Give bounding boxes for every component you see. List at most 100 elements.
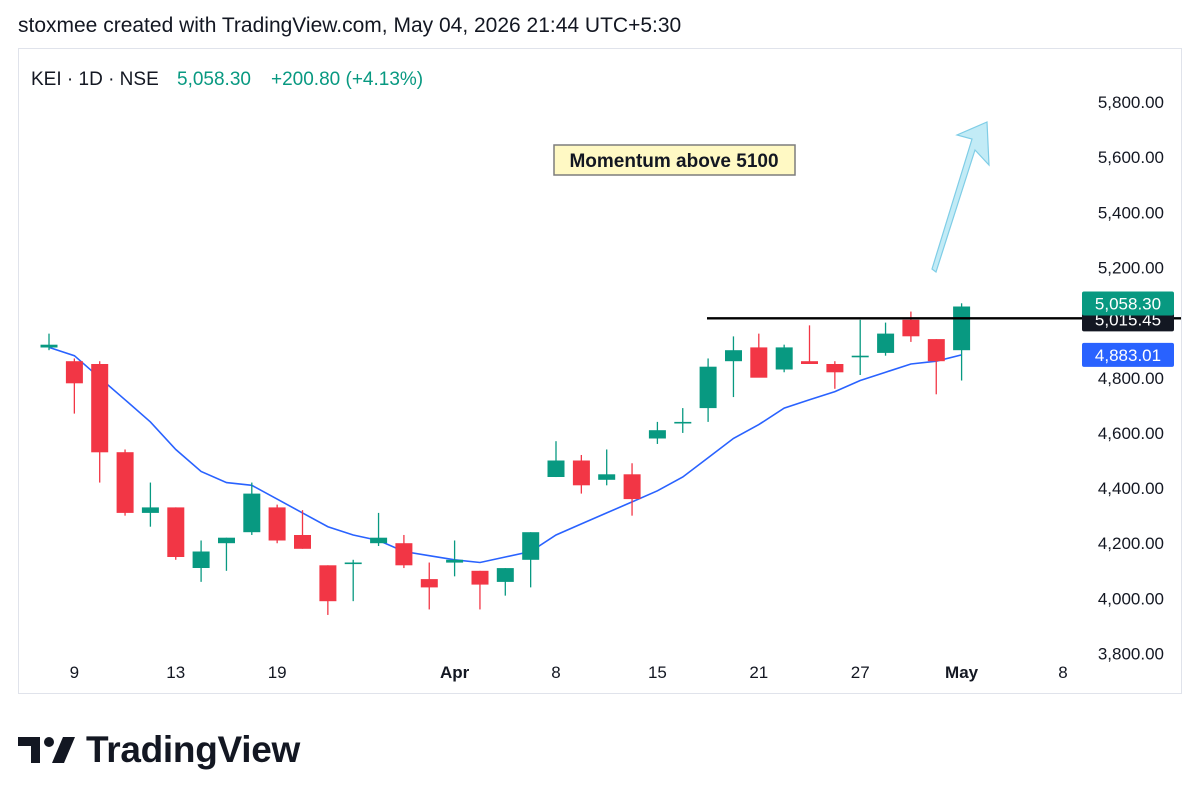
breakout-arrow — [931, 121, 990, 273]
candle-body — [446, 559, 464, 563]
last-price-tag: 5,058.30 — [1082, 291, 1174, 316]
candle[interactable] — [699, 358, 717, 422]
candle[interactable] — [598, 449, 616, 486]
candle-body — [598, 474, 616, 480]
candle[interactable] — [572, 454, 590, 494]
candle[interactable] — [116, 449, 134, 516]
candle-body — [826, 364, 844, 373]
candle[interactable] — [826, 361, 844, 389]
candle[interactable] — [420, 562, 438, 610]
y-tick-label: 4,800.00 — [1098, 369, 1164, 388]
last-price-tag-bg — [1082, 291, 1174, 316]
candle-body — [953, 306, 971, 351]
candle[interactable] — [471, 570, 489, 610]
time-axis[interactable]: 9 13 19 Apr 8 15 21 27 May 8 — [70, 663, 1068, 682]
candle[interactable] — [40, 333, 58, 351]
candle[interactable] — [496, 568, 514, 596]
candle[interactable] — [648, 421, 666, 444]
tradingview-logo-icon — [18, 737, 75, 763]
y-tick-label: 5,800.00 — [1098, 93, 1164, 112]
y-tick-label: 3,800.00 — [1098, 645, 1164, 664]
candle-body — [877, 333, 895, 353]
candle[interactable] — [623, 463, 641, 516]
candle[interactable] — [395, 534, 413, 569]
candle[interactable] — [167, 507, 185, 560]
candle[interactable] — [218, 537, 235, 571]
candle[interactable] — [750, 333, 768, 378]
x-tick-label: 21 — [749, 663, 768, 682]
x-tick-label: 19 — [268, 663, 287, 682]
candle-body — [167, 507, 185, 557]
candle[interactable] — [319, 565, 337, 615]
tradingview-logo[interactable]: TradingView — [18, 728, 300, 772]
last-price: 5,058.30 — [177, 69, 251, 90]
candle[interactable] — [725, 336, 742, 398]
candle-body — [471, 570, 489, 585]
candle[interactable] — [547, 441, 565, 478]
y-tick-label: 4,400.00 — [1098, 479, 1164, 498]
ma-price-tag-text: 4,883.01 — [1095, 346, 1161, 365]
candle[interactable] — [851, 319, 869, 376]
candle[interactable] — [91, 361, 109, 483]
candle[interactable] — [268, 504, 286, 544]
candle-body — [294, 535, 311, 549]
candle[interactable] — [953, 303, 971, 381]
symbol-label: KEI · 1D · NSE — [31, 69, 159, 90]
price-axis[interactable]: 5,800.00 5,600.00 5,400.00 5,200.00 4,800.00… — [1098, 93, 1164, 664]
candle-body — [674, 421, 692, 424]
tradingview-wordmark: TradingView — [86, 729, 300, 770]
candle-body — [522, 532, 540, 560]
candle[interactable] — [65, 358, 83, 414]
candle[interactable] — [192, 540, 210, 582]
candle-body — [319, 565, 337, 602]
x-tick-label: 9 — [70, 663, 79, 682]
candle-body — [699, 366, 717, 409]
candle-body — [750, 347, 768, 378]
candle[interactable] — [141, 482, 159, 527]
candle[interactable] — [877, 322, 895, 356]
candle-body — [65, 361, 83, 384]
candle[interactable] — [446, 540, 464, 577]
price-chart[interactable]: Momentum above 5100 KEI · 1D · NSE 5,058… — [19, 49, 1181, 693]
x-tick-label: Apr — [440, 663, 470, 682]
candle-body — [370, 537, 388, 544]
price-change: +200.80 (+4.13%) — [271, 69, 423, 90]
x-tick-label: 15 — [648, 663, 667, 682]
candle-body — [725, 350, 742, 362]
candle-body — [116, 452, 134, 513]
candle-body — [572, 460, 590, 486]
candle-body — [801, 361, 818, 364]
candle-body — [547, 460, 565, 477]
y-tick-label: 4,600.00 — [1098, 424, 1164, 443]
x-tick-label: 13 — [166, 663, 185, 682]
symbol-legend: KEI · 1D · NSE 5,058.30 +200.80 (+4.13%) — [31, 69, 423, 90]
momentum-annotation[interactable]: Momentum above 5100 — [553, 144, 796, 176]
candle-body — [268, 507, 286, 541]
candle-body — [851, 355, 869, 358]
candle[interactable] — [775, 344, 793, 373]
candle[interactable] — [294, 510, 311, 549]
y-tick-label: 5,600.00 — [1098, 148, 1164, 167]
annotation-text: Momentum above 5100 — [569, 151, 778, 172]
candle[interactable] — [927, 339, 945, 395]
y-tick-label: 5,400.00 — [1098, 203, 1164, 222]
candle-body — [902, 319, 920, 337]
candle-body — [192, 551, 210, 568]
chart-attribution: stoxmee created with TradingView.com, Ma… — [18, 14, 682, 37]
candle[interactable] — [243, 482, 261, 535]
candle-body — [344, 562, 362, 565]
candle[interactable] — [522, 532, 540, 588]
candle[interactable] — [344, 559, 362, 602]
y-tick-label: 4,000.00 — [1098, 589, 1164, 608]
x-tick-label: 8 — [551, 663, 560, 682]
candle-body — [496, 568, 514, 582]
candle-body — [243, 493, 261, 533]
x-tick-label: May — [945, 663, 979, 682]
candle[interactable] — [370, 512, 388, 546]
candle[interactable] — [801, 325, 818, 364]
x-tick-label: 27 — [851, 663, 870, 682]
candle[interactable] — [902, 311, 920, 342]
chart-panel[interactable]: Momentum above 5100 KEI · 1D · NSE 5,058… — [18, 48, 1182, 694]
candle[interactable] — [674, 408, 692, 433]
moving-average-line — [48, 346, 962, 564]
